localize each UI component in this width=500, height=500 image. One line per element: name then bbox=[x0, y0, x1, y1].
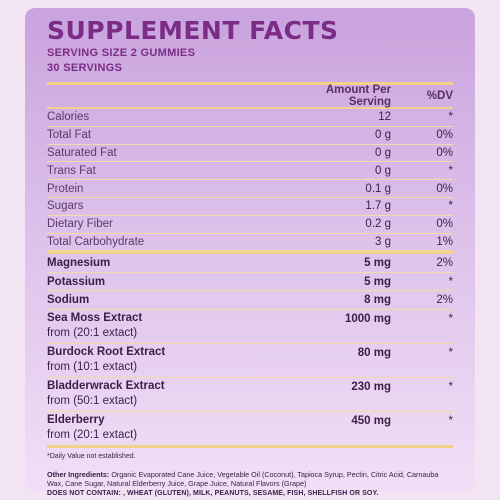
nutrient-row: Total Carbohydrate 3 g 1% bbox=[47, 234, 453, 252]
mineral-name: Sodium bbox=[47, 294, 90, 307]
nutrient-dv: * bbox=[448, 164, 453, 177]
nutrient-row: Saturated Fat 0 g 0% bbox=[47, 145, 453, 163]
extract-ratio: from (10:1 extact) bbox=[47, 360, 138, 373]
extract-amount: 450 mg bbox=[351, 414, 391, 427]
extract-dv: * bbox=[448, 414, 453, 427]
mineral-dv: 2% bbox=[436, 294, 453, 307]
allergen-statement: DOES NOT CONTAIN: , WHEAT (GLUTEN), MILK… bbox=[47, 489, 379, 497]
nutrient-row: Sugars 1.7 g * bbox=[47, 198, 453, 216]
ingredients-text: Organic Evaporated Cane Juice, Vegetable… bbox=[47, 469, 439, 489]
divider bbox=[47, 82, 453, 85]
nutrient-amount: 0 g bbox=[375, 164, 391, 177]
nutrient-dv: * bbox=[448, 111, 453, 124]
extract-ratio: from (20:1 extact) bbox=[47, 428, 138, 441]
nutrient-name: Trans Fat bbox=[47, 164, 96, 177]
mineral-dv: * bbox=[448, 275, 453, 288]
amount-header: Amount Per Serving bbox=[325, 84, 391, 108]
nutrient-dv: 1% bbox=[436, 235, 453, 248]
nutrient-row: Protein 0.1 g 0% bbox=[47, 180, 453, 198]
extract-row: Sea Moss Extract from (20:1 extact) 1000 … bbox=[47, 310, 453, 344]
nutrient-amount: 0.1 g bbox=[365, 182, 391, 195]
nutrient-amount: 1.7 g bbox=[365, 200, 391, 213]
nutrient-dv: 0% bbox=[436, 218, 453, 231]
divider bbox=[47, 444, 453, 448]
nutrient-row: Dietary Fiber 0.2 g 0% bbox=[47, 216, 453, 234]
mineral-amount: 8 mg bbox=[364, 294, 391, 307]
other-ingredients: Other Ingredients: Organic Evaporated Ca… bbox=[47, 470, 453, 489]
nutrient-amount: 3 g bbox=[375, 235, 391, 248]
extract-name: Burdock Root Extract bbox=[47, 345, 166, 358]
extract-name: Elderberry bbox=[47, 413, 105, 426]
nutrient-name: Calories bbox=[47, 111, 90, 124]
extract-ratio: from (20:1 extact) bbox=[47, 326, 138, 339]
extract-dv: * bbox=[448, 380, 453, 393]
nutrient-name: Total Carbohydrate bbox=[47, 235, 145, 248]
nutrient-row: Trans Fat 0 g * bbox=[47, 162, 453, 181]
nutrient-amount: 0 g bbox=[375, 146, 391, 159]
mineral-amount: 5 mg bbox=[364, 257, 391, 270]
nutrient-dv: 0% bbox=[436, 182, 453, 195]
mineral-row: Magnesium 5 mg 2% bbox=[47, 254, 453, 273]
mineral-amount: 5 mg bbox=[364, 275, 391, 288]
nutrient-dv: 0% bbox=[436, 129, 453, 142]
mineral-list: Magnesium 5 mg 2% Potassium 5 mg * Sodium 8 m… bbox=[47, 251, 453, 310]
nutrient-amount: 0 g bbox=[375, 129, 391, 142]
nutrient-dv: * bbox=[448, 200, 453, 213]
extract-amount: 1000 mg bbox=[344, 312, 391, 325]
extract-row: Elderberry from (20:1 extact) 450 mg * bbox=[47, 412, 453, 445]
nutrient-row: Total Fat 0 g 0% bbox=[47, 127, 453, 145]
daily-value-footnote: *Daily Value not established. bbox=[47, 452, 136, 460]
mineral-name: Magnesium bbox=[47, 257, 111, 270]
extract-amount: 80 mg bbox=[357, 346, 391, 359]
extract-list: Sea Moss Extract from (20:1 extact) 1000 … bbox=[47, 310, 453, 445]
nutrient-name: Sugars bbox=[47, 200, 84, 213]
nutrient-amount: 0.2 g bbox=[365, 218, 391, 231]
nutrient-dv: 0% bbox=[436, 146, 453, 159]
servings-count: 30 SERVINGS bbox=[47, 62, 123, 74]
ingredients-label: Other Ingredients: bbox=[47, 469, 110, 479]
extract-ratio: from (50:1 extact) bbox=[47, 394, 138, 407]
nutrient-row: Calories 12 * bbox=[47, 109, 453, 127]
serving-size: SERVING SIZE 2 GUMMIES bbox=[47, 47, 196, 59]
nutrient-amount: 12 bbox=[378, 111, 391, 124]
table-header: Amount Per Serving %DV bbox=[47, 84, 453, 109]
extract-dv: * bbox=[448, 346, 453, 359]
mineral-dv: 2% bbox=[436, 257, 453, 270]
extract-dv: * bbox=[448, 312, 453, 325]
mineral-row: Potassium 5 mg * bbox=[47, 273, 453, 292]
nutrient-name: Total Fat bbox=[47, 129, 92, 142]
extract-name: Bladderwrack Extract bbox=[47, 379, 165, 392]
panel-title: SUPPLEMENT FACTS bbox=[47, 16, 339, 45]
extract-row: Burdock Root Extract from (10:1 extact) 8… bbox=[47, 344, 453, 378]
dv-header: %DV bbox=[426, 90, 453, 102]
nutrient-name: Saturated Fat bbox=[47, 146, 117, 159]
nutrient-name: Protein bbox=[47, 182, 84, 195]
extract-row: Bladderwrack Extract from (50:1 extact) 2… bbox=[47, 378, 453, 412]
nutrient-name: Dietary Fiber bbox=[47, 218, 113, 231]
mineral-name: Potassium bbox=[47, 275, 106, 288]
extract-amount: 230 mg bbox=[351, 380, 391, 393]
mineral-row: Sodium 8 mg 2% bbox=[47, 291, 453, 310]
extract-name: Sea Moss Extract bbox=[47, 311, 143, 324]
supplement-facts-panel: SUPPLEMENT FACTS SERVING SIZE 2 GUMMIES … bbox=[25, 8, 475, 497]
nutrient-list: Calories 12 * Total Fat 0 g 0% Saturated Fat… bbox=[47, 109, 453, 252]
